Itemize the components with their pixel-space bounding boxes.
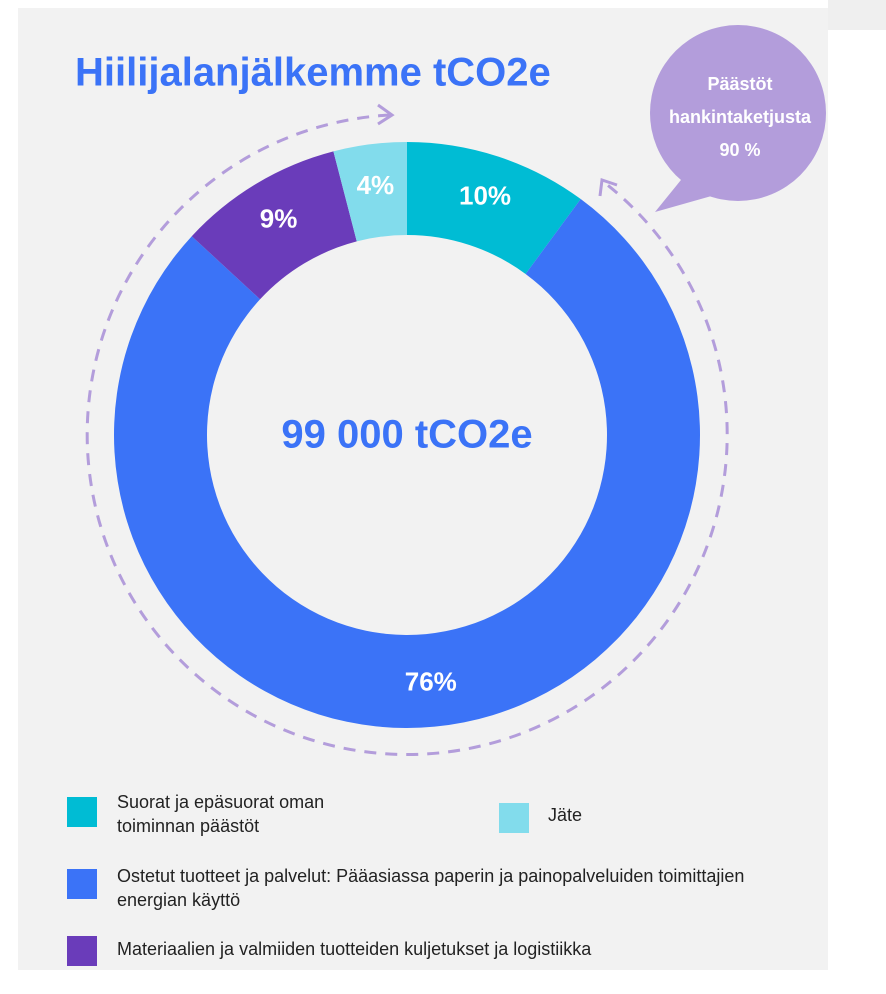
data-label: 10% <box>459 180 511 210</box>
arrow-head <box>598 177 618 197</box>
legend-label: Suorat ja epäsuorat oman toiminnan pääst… <box>117 792 325 836</box>
legend-swatch <box>499 803 529 833</box>
donut-slice <box>407 142 581 274</box>
legend-label: Jäte <box>548 805 583 825</box>
donut-slice <box>191 151 357 300</box>
donut-slice <box>333 142 407 242</box>
legend-label: Materiaalien ja valmiiden tuotteiden kul… <box>117 939 592 959</box>
donut-slice <box>114 199 701 729</box>
center-label: 99 000 tCO2e <box>281 413 532 457</box>
legend-label: Ostetut tuotteet ja palvelut: Pääasiassa… <box>117 866 745 910</box>
data-label: 9% <box>260 203 298 233</box>
corner-strip <box>828 0 886 30</box>
bubble-tail <box>655 175 715 212</box>
annotation: 90 % <box>719 140 760 160</box>
dashed-arc <box>85 113 729 756</box>
annotation: hankintaketjusta <box>669 107 812 127</box>
legend-swatch <box>67 797 97 827</box>
bubble <box>650 25 826 201</box>
arrow-head <box>377 103 395 126</box>
data-label: 4% <box>357 170 395 200</box>
data-label: 76% <box>405 667 457 697</box>
legend-swatch <box>67 869 97 899</box>
chart-title: Hiilijalanjälkemme tCO2e <box>75 51 551 95</box>
legend-swatch <box>67 936 97 966</box>
annotation: Päästöt <box>707 74 772 94</box>
